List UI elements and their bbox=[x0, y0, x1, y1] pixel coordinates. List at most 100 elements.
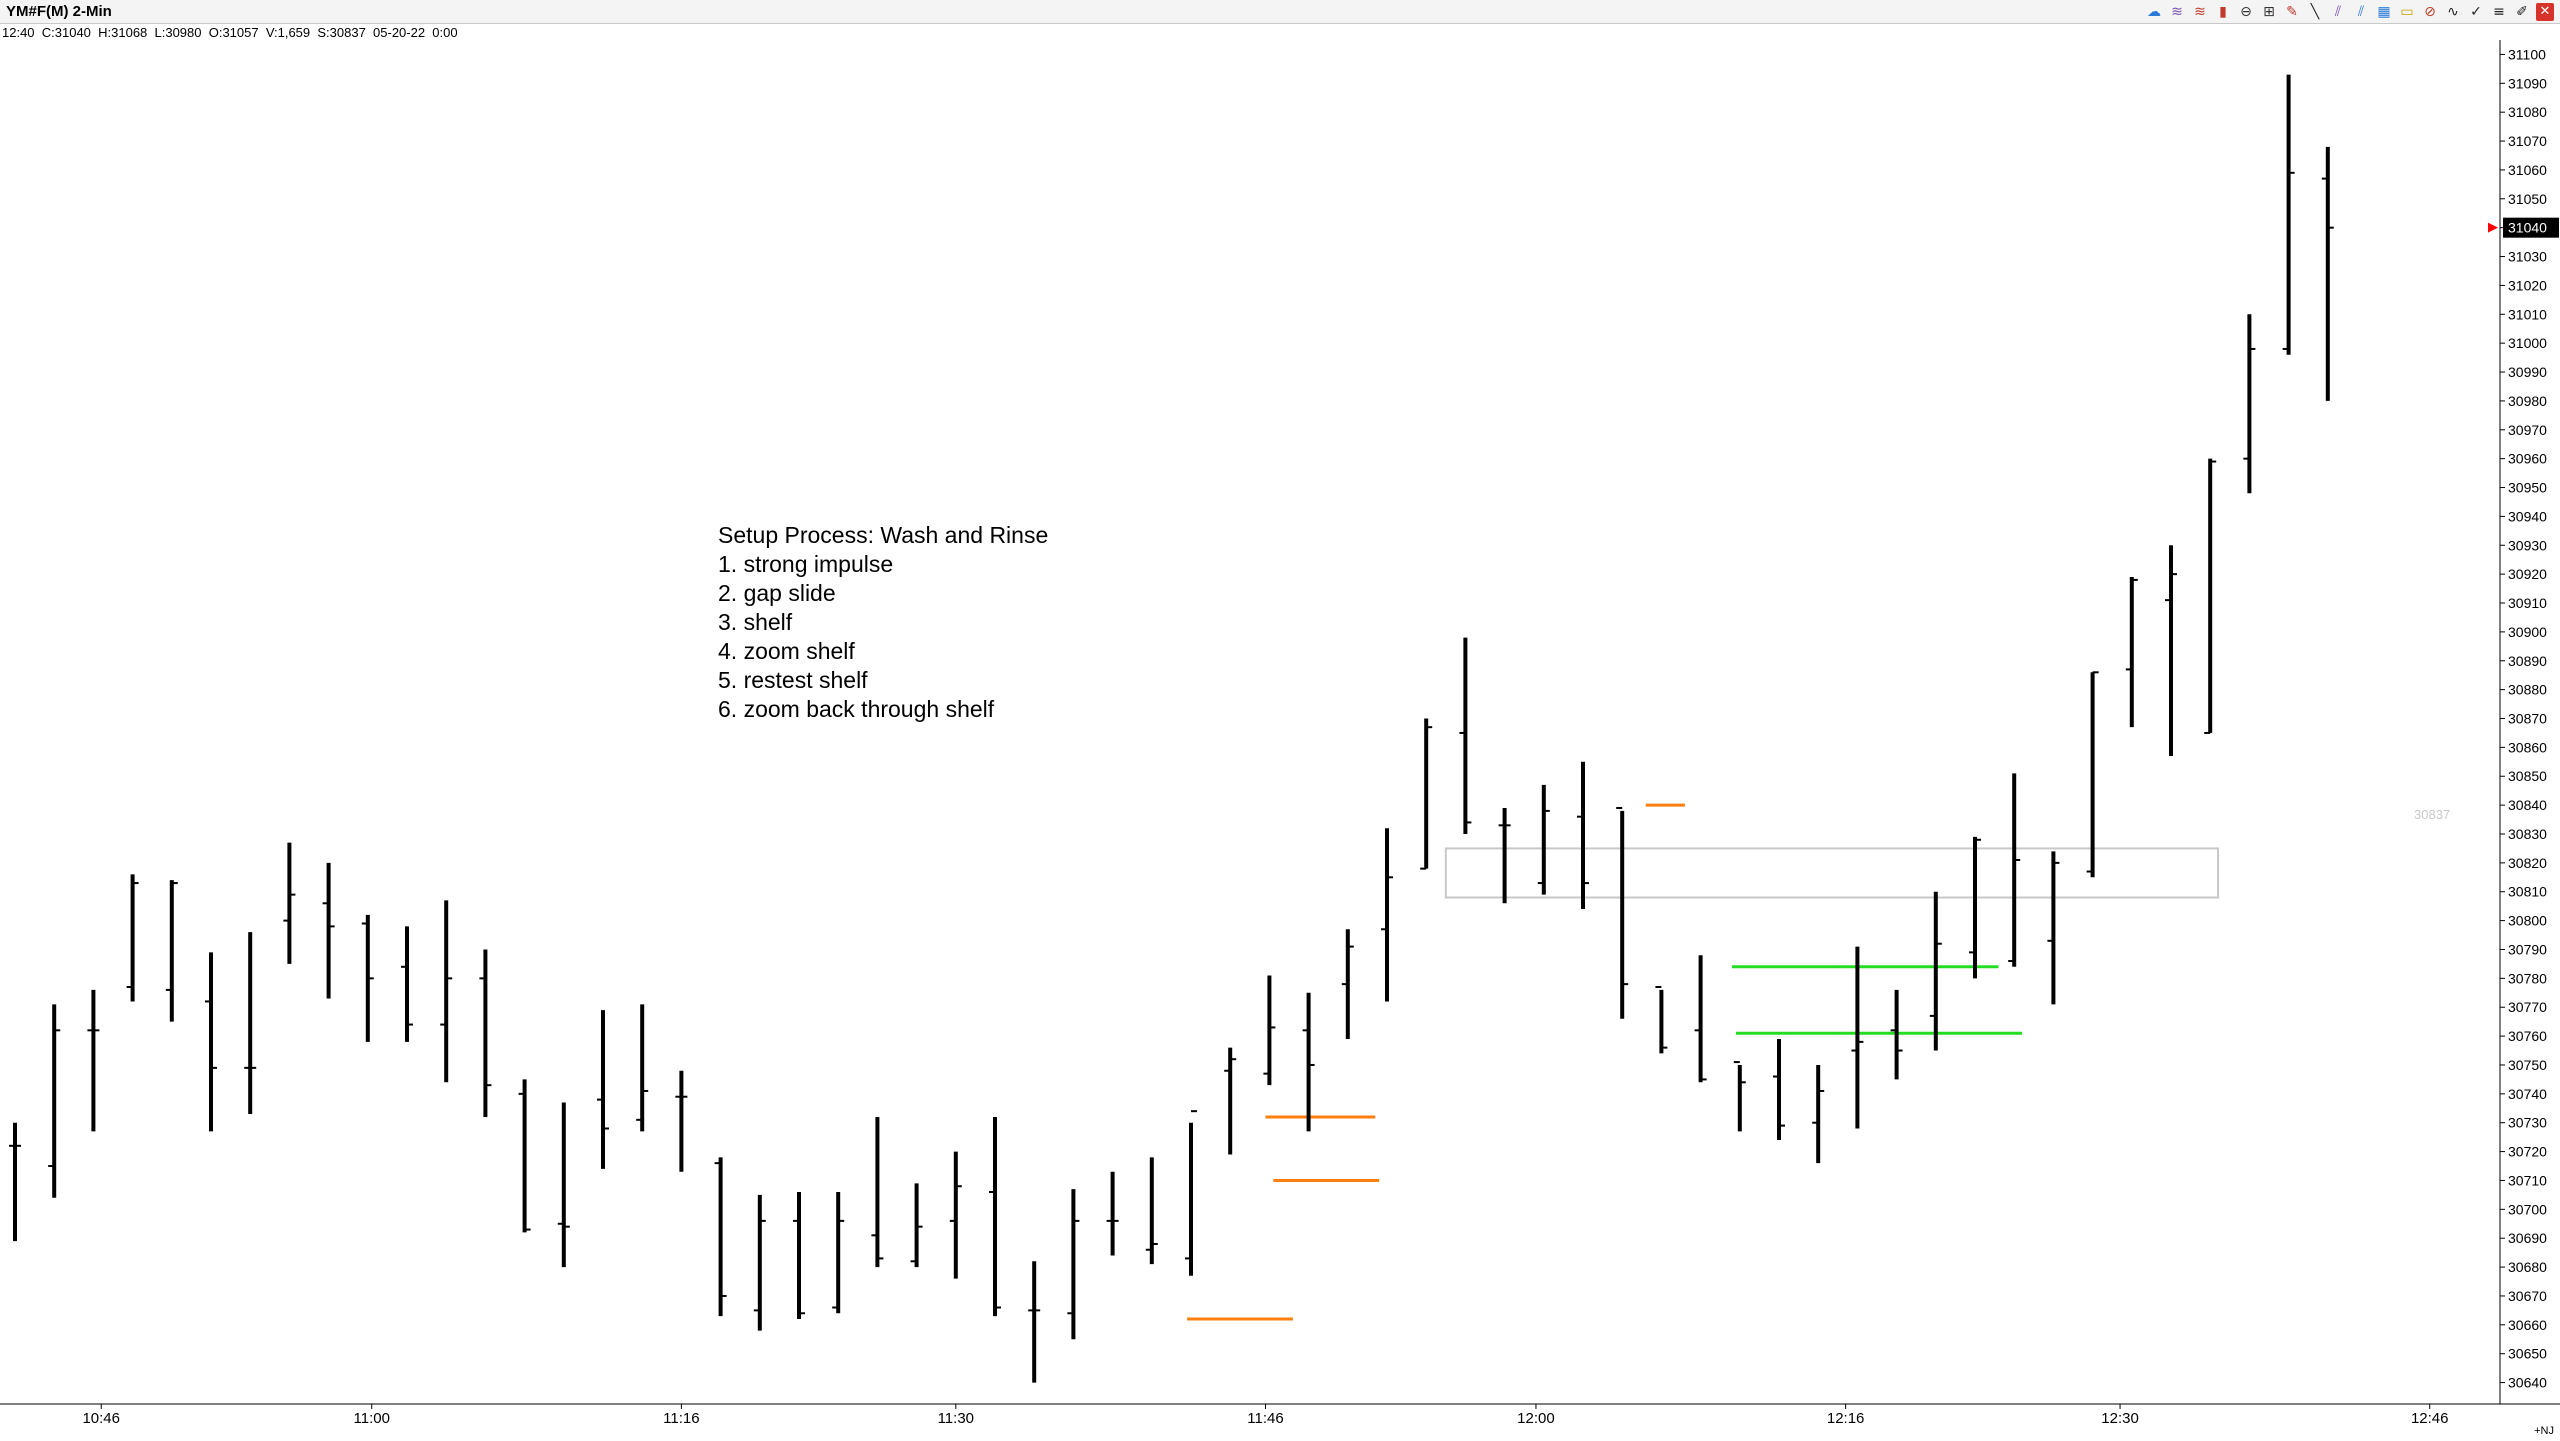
price-tick-label: 30790 bbox=[2508, 941, 2547, 957]
price-tick-label: 31070 bbox=[2508, 133, 2547, 149]
price-tick-label: 30910 bbox=[2508, 595, 2547, 611]
ohlc-bar bbox=[479, 949, 492, 1117]
time-tick-label: 11:16 bbox=[663, 1410, 699, 1427]
time-tick-label: 11:30 bbox=[938, 1410, 974, 1427]
ohlc-bar bbox=[401, 926, 413, 1042]
ohlc-bar bbox=[518, 1079, 531, 1233]
time-tick-label: 10:46 bbox=[82, 1410, 120, 1427]
rectangle-icon[interactable]: ▭ bbox=[2400, 4, 2414, 20]
ohlc-bar bbox=[2125, 577, 2138, 728]
cloud-icon[interactable]: ☁ bbox=[2147, 4, 2161, 20]
price-tick-label: 30750 bbox=[2508, 1057, 2547, 1073]
grid-icon[interactable]: ⊞ bbox=[2263, 4, 2275, 20]
ohlc-bar bbox=[1067, 1189, 1080, 1340]
ohlc-bar bbox=[597, 1010, 609, 1169]
pencil-icon[interactable]: ✎ bbox=[2286, 4, 2298, 20]
price-tick-label: 30660 bbox=[2508, 1317, 2547, 1333]
ohlc-info-line: 12:40 C:31040 H:31068 L:30980 O:31057 V:… bbox=[2, 25, 458, 40]
ohlc-bar bbox=[1028, 1261, 1041, 1383]
ohlc-bar bbox=[871, 1116, 884, 1268]
price-tick-label: 30860 bbox=[2508, 739, 2547, 755]
time-axis: 10:46 11:00 11:16 11:30 11:46 12:00 12:16 12:30… bbox=[82, 1404, 2448, 1427]
ohlc-bar bbox=[1890, 989, 1903, 1080]
ohlc-bar bbox=[2204, 458, 2217, 734]
ohlc-bar bbox=[1341, 929, 1354, 1039]
candle-icon[interactable]: ▮ bbox=[2219, 4, 2227, 20]
price-tick-label: 31090 bbox=[2508, 75, 2547, 91]
price-tick-label: 30690 bbox=[2508, 1230, 2547, 1246]
ohlc-bar bbox=[1812, 1064, 1825, 1164]
bottom-right-tag: +NJ bbox=[2534, 1425, 2554, 1437]
ohlc-bar bbox=[9, 1122, 21, 1242]
fan-icon[interactable]: ≋ bbox=[2194, 4, 2206, 20]
price-tick-label: 31010 bbox=[2508, 306, 2547, 322]
ohlc-bar bbox=[48, 1004, 61, 1198]
ohlc-bar bbox=[1851, 946, 1864, 1129]
ohlc-bar bbox=[1498, 808, 1511, 904]
price-tick-label: 31060 bbox=[2508, 162, 2547, 178]
table-icon[interactable]: ▦ bbox=[2377, 4, 2391, 20]
curve-icon[interactable]: ∿ bbox=[2447, 4, 2459, 20]
price-tick-label: 30930 bbox=[2508, 537, 2547, 553]
waves-icon[interactable]: ≋ bbox=[2171, 4, 2183, 20]
time-tick-label: 12:00 bbox=[1517, 1410, 1555, 1427]
price-tick-label: 30820 bbox=[2508, 855, 2547, 871]
price-tick-label: 30980 bbox=[2508, 393, 2547, 409]
price-tick-label: 30680 bbox=[2508, 1259, 2547, 1275]
ohlc-bar bbox=[1577, 761, 1589, 910]
price-tick-label: 30830 bbox=[2508, 826, 2547, 842]
ohlc-bar bbox=[165, 880, 178, 1022]
price-tick-label: 30780 bbox=[2508, 970, 2547, 986]
time-tick-label: 12:16 bbox=[1827, 1410, 1865, 1427]
ohlc-bar bbox=[283, 842, 296, 964]
title-bar: YM#F(M) 2-Min ☁ ≋ ≋ ▮ ⊖ ⊞ ✎ ╲ ⫽ ⫽ ▦ ▭ ⊘ ∿ ✓ ≡ ✐ ✕ bbox=[0, 0, 2560, 24]
ohlc-bar bbox=[2086, 671, 2099, 878]
ohlc-bar bbox=[1773, 1038, 1785, 1141]
annotation-step: 1. strong impulse bbox=[718, 551, 894, 577]
last-price-box bbox=[2503, 217, 2559, 238]
price-tick-label: 31080 bbox=[2508, 104, 2547, 120]
ohlc-bar bbox=[1106, 1171, 1119, 1256]
ohlc-bar bbox=[753, 1194, 766, 1331]
ohlc-bar bbox=[1224, 1047, 1237, 1155]
ohlc-bar bbox=[1733, 1061, 1746, 1132]
ohlc-bar bbox=[2321, 146, 2334, 401]
ohlc-bar bbox=[244, 932, 257, 1115]
check-icon[interactable]: ✓ bbox=[2470, 4, 2482, 20]
price-tick-label: 30960 bbox=[2508, 451, 2547, 467]
ohlc-bar bbox=[832, 1192, 845, 1314]
price-tick-label: 31000 bbox=[2508, 335, 2547, 351]
circle-icon[interactable]: ⊖ bbox=[2240, 4, 2252, 20]
price-axis: 30640 30650 30660 30670 30680 30690 30700 30710… bbox=[2414, 46, 2559, 1391]
ohlc-bar bbox=[636, 1004, 649, 1132]
ohlc-bar bbox=[87, 989, 100, 1132]
price-tick-label: 30920 bbox=[2508, 566, 2547, 582]
time-tick-label: 12:30 bbox=[2101, 1410, 2139, 1427]
close-icon[interactable]: ✕ bbox=[2536, 3, 2554, 21]
price-tick-label: 30800 bbox=[2508, 913, 2547, 929]
price-tick-label: 30650 bbox=[2508, 1346, 2547, 1362]
line-icon[interactable]: ╲ bbox=[2310, 4, 2320, 20]
ohlc-bar bbox=[1459, 637, 1472, 834]
price-tick-label: 30840 bbox=[2508, 797, 2547, 813]
ruler-icon[interactable]: ≡ bbox=[2493, 4, 2505, 20]
shelf-box[interactable] bbox=[1444, 847, 2220, 899]
time-tick-label: 12:46 bbox=[2411, 1410, 2449, 1427]
ohlc-bar bbox=[910, 1183, 923, 1268]
pin-icon[interactable]: ✐ bbox=[2516, 4, 2528, 20]
ohlc-bar bbox=[322, 862, 335, 999]
annotation-step: 2. gap slide bbox=[718, 580, 836, 606]
annotation-step: 4. zoom shelf bbox=[718, 638, 855, 664]
price-tick-label: 30700 bbox=[2508, 1201, 2547, 1217]
ohlc-bar bbox=[205, 952, 217, 1132]
price-tick-label: 30720 bbox=[2508, 1144, 2547, 1160]
parallel-icon[interactable]: ⫽ bbox=[2357, 4, 2365, 20]
price-tick-label: 30990 bbox=[2508, 364, 2547, 380]
ellipse-icon[interactable]: ⊘ bbox=[2424, 4, 2436, 20]
channel-icon[interactable]: ⫽ bbox=[2334, 4, 2342, 20]
ohlc-bar bbox=[2008, 773, 2021, 967]
ohlc-bar bbox=[1969, 836, 1981, 979]
ohlc-bar bbox=[1381, 828, 1393, 1002]
